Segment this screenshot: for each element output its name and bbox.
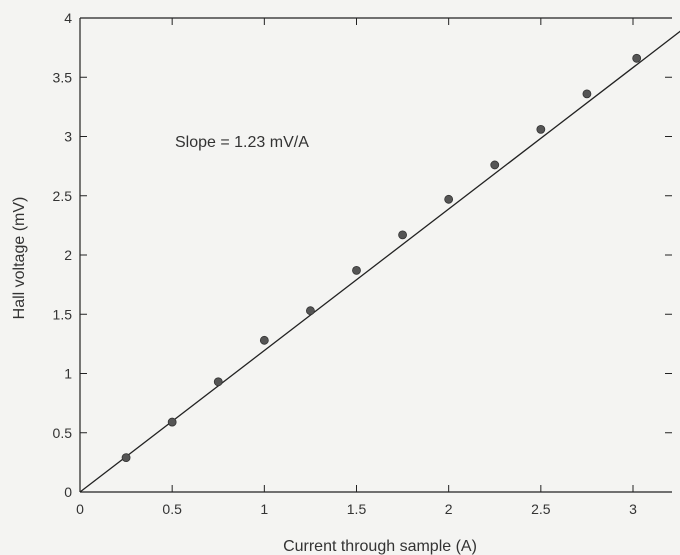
y-tick-label: 4	[64, 10, 72, 26]
ticks: 0 0.5 1 1.5 2 2.5 3 0 0.5 1 1.5 2 2.5 3 3.5 4	[53, 10, 672, 517]
y-tick-label: 2	[64, 247, 72, 263]
x-tick-label: 0.5	[162, 501, 182, 517]
data-point	[536, 124, 546, 134]
data-point	[306, 306, 315, 316]
data-point	[259, 335, 269, 345]
x-tick-label: 1	[260, 501, 268, 517]
x-axis-title: Current through sample (A)	[283, 538, 477, 555]
y-axis-title: Hall voltage (mV)	[11, 197, 28, 320]
data-point	[444, 194, 454, 204]
series-layer	[79, 30, 680, 493]
y-tick-label: 3	[64, 129, 72, 145]
y-tick-label: 3.5	[53, 69, 73, 85]
data-point	[582, 89, 592, 99]
data-point	[398, 230, 407, 240]
data-point	[632, 53, 642, 63]
y-tick-label: 0	[64, 484, 72, 500]
y-tick-label: 0.5	[53, 425, 73, 441]
data-point	[121, 453, 131, 463]
fit-line	[79, 30, 680, 493]
data-point	[213, 377, 223, 387]
x-tick-label: 1.5	[347, 501, 367, 517]
x-tick-label: 2.5	[531, 501, 551, 517]
y-tick-label: 1	[64, 366, 72, 382]
data-point	[352, 266, 361, 275]
x-tick-label: 2	[445, 501, 453, 517]
data-point	[490, 160, 500, 170]
y-tick-label: 1.5	[53, 306, 73, 322]
slope-annotation: Slope = 1.23 mV/A	[175, 134, 309, 151]
x-tick-label: 3	[629, 501, 637, 517]
x-tick-label: 0	[76, 501, 84, 517]
y-tick-label: 2.5	[53, 188, 73, 204]
data-point	[167, 417, 177, 427]
